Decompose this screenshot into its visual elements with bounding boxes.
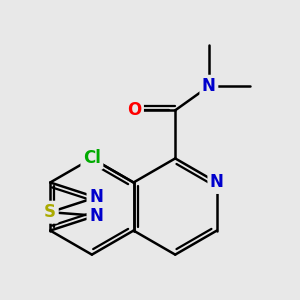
Text: N: N — [210, 173, 224, 191]
Text: Cl: Cl — [83, 149, 101, 167]
Text: N: N — [89, 188, 103, 206]
Text: O: O — [127, 101, 141, 119]
Text: N: N — [89, 207, 103, 225]
Text: S: S — [44, 203, 56, 221]
Text: N: N — [202, 77, 216, 95]
